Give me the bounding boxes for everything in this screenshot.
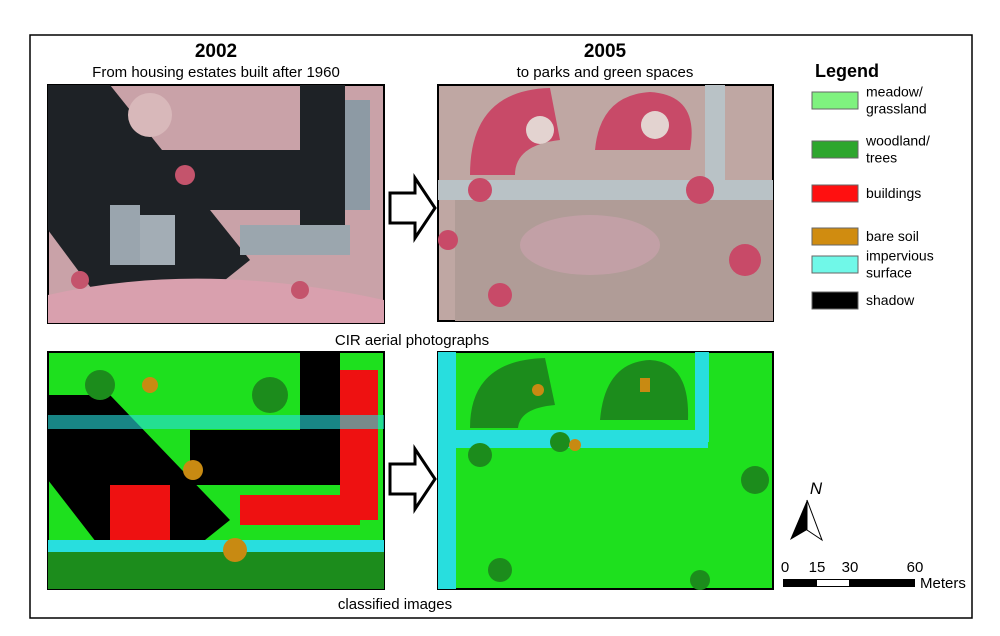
legend-label: bare soil bbox=[866, 228, 919, 244]
change-arrow bbox=[388, 444, 437, 514]
legend-swatch bbox=[811, 291, 859, 310]
scale-label: 15 bbox=[809, 559, 826, 576]
legend-title: Legend bbox=[815, 61, 879, 81]
legend-swatch bbox=[811, 140, 859, 159]
cir-photo-2005 bbox=[437, 84, 774, 322]
legend-swatch bbox=[811, 255, 859, 274]
legend-label: surface bbox=[866, 265, 912, 281]
cir-photo-2002 bbox=[47, 84, 385, 324]
legend-label: grassland bbox=[866, 101, 927, 117]
scale-label: 0 bbox=[781, 559, 789, 576]
change-arrow bbox=[388, 173, 437, 243]
north-arrow: N bbox=[790, 479, 824, 542]
legend-swatch bbox=[811, 227, 859, 246]
classified-2002 bbox=[47, 351, 385, 590]
legend-swatch bbox=[811, 184, 859, 203]
north-label: N bbox=[810, 479, 823, 498]
legend: meadow/grassland woodland/trees buildings b… bbox=[811, 84, 934, 310]
subtitle-right: to parks and green spaces bbox=[517, 64, 694, 81]
legend-label: impervious bbox=[866, 248, 934, 264]
subtitle-left: From housing estates built after 1960 bbox=[92, 64, 340, 81]
scale-bar bbox=[783, 579, 915, 587]
legend-swatch bbox=[811, 91, 859, 110]
year-right: 2005 bbox=[584, 41, 627, 62]
year-left: 2002 bbox=[195, 41, 237, 62]
legend-label: meadow/ bbox=[866, 84, 923, 100]
legend-label: trees bbox=[866, 150, 897, 166]
legend-label: shadow bbox=[866, 292, 915, 308]
frame bbox=[29, 34, 973, 619]
legend-label: buildings bbox=[866, 185, 921, 201]
scale-unit: Meters bbox=[920, 575, 966, 592]
scale-label: 60 bbox=[907, 559, 924, 576]
caption-photos: CIR aerial photographs bbox=[335, 332, 489, 349]
classified-2005 bbox=[437, 351, 774, 590]
scale-label: 30 bbox=[842, 559, 859, 576]
caption-classified: classified images bbox=[338, 596, 452, 613]
legend-label: woodland/ bbox=[865, 133, 930, 149]
